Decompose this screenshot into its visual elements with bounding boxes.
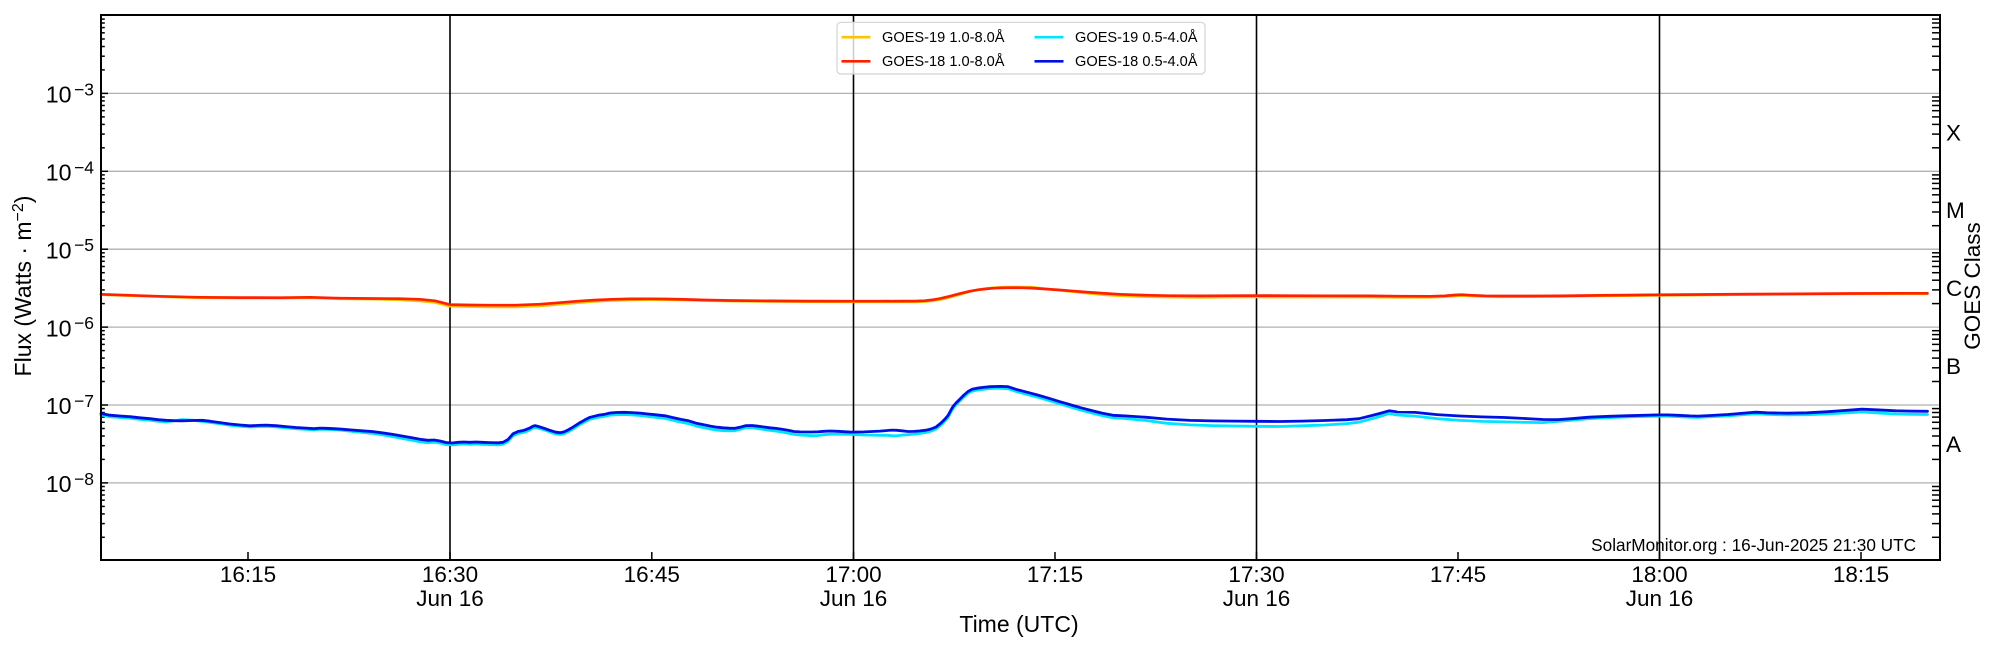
svg-text:18:15: 18:15 xyxy=(1833,562,1889,587)
svg-text:Jun 16: Jun 16 xyxy=(1626,586,1694,611)
svg-text:Jun 16: Jun 16 xyxy=(1223,586,1291,611)
svg-text:10: 10 xyxy=(46,393,72,419)
svg-text:−8: −8 xyxy=(74,469,94,489)
svg-text:−6: −6 xyxy=(74,313,94,333)
svg-text:10: 10 xyxy=(46,471,72,497)
svg-text:17:00: 17:00 xyxy=(825,562,881,587)
svg-text:17:45: 17:45 xyxy=(1430,562,1486,587)
svg-text:Jun 16: Jun 16 xyxy=(820,586,888,611)
svg-text:17:30: 17:30 xyxy=(1228,562,1284,587)
svg-text:16:15: 16:15 xyxy=(220,562,276,587)
svg-text:Flux (Watts · m−2): Flux (Watts · m−2) xyxy=(10,196,36,377)
svg-text:GOES Class: GOES Class xyxy=(1960,222,1985,350)
svg-text:GOES-18 0.5-4.0Å: GOES-18 0.5-4.0Å xyxy=(1075,53,1198,70)
svg-text:10: 10 xyxy=(46,82,72,108)
svg-text:10: 10 xyxy=(46,160,72,186)
svg-text:16:30: 16:30 xyxy=(422,562,478,587)
svg-text:−4: −4 xyxy=(74,157,94,177)
svg-text:10: 10 xyxy=(46,237,72,263)
svg-text:GOES-19 0.5-4.0Å: GOES-19 0.5-4.0Å xyxy=(1075,29,1198,46)
svg-text:B: B xyxy=(1946,354,1961,379)
svg-text:GOES-18 1.0-8.0Å: GOES-18 1.0-8.0Å xyxy=(882,53,1005,70)
svg-text:SolarMonitor.org : 16-Jun-2025: SolarMonitor.org : 16-Jun-2025 21:30 UTC xyxy=(1591,535,1916,555)
svg-text:Time (UTC): Time (UTC) xyxy=(959,611,1078,637)
svg-text:Jun 16: Jun 16 xyxy=(416,586,484,611)
svg-text:A: A xyxy=(1946,432,1961,457)
svg-text:16:45: 16:45 xyxy=(624,562,680,587)
svg-text:GOES-19 1.0-8.0Å: GOES-19 1.0-8.0Å xyxy=(882,29,1005,46)
svg-text:C: C xyxy=(1946,276,1962,301)
svg-text:−7: −7 xyxy=(74,391,94,411)
svg-text:−3: −3 xyxy=(74,79,94,99)
svg-text:−5: −5 xyxy=(74,235,94,255)
svg-text:18:00: 18:00 xyxy=(1631,562,1687,587)
svg-text:X: X xyxy=(1946,120,1961,145)
svg-text:10: 10 xyxy=(46,315,72,341)
svg-text:M: M xyxy=(1946,198,1965,223)
svg-text:17:15: 17:15 xyxy=(1027,562,1083,587)
